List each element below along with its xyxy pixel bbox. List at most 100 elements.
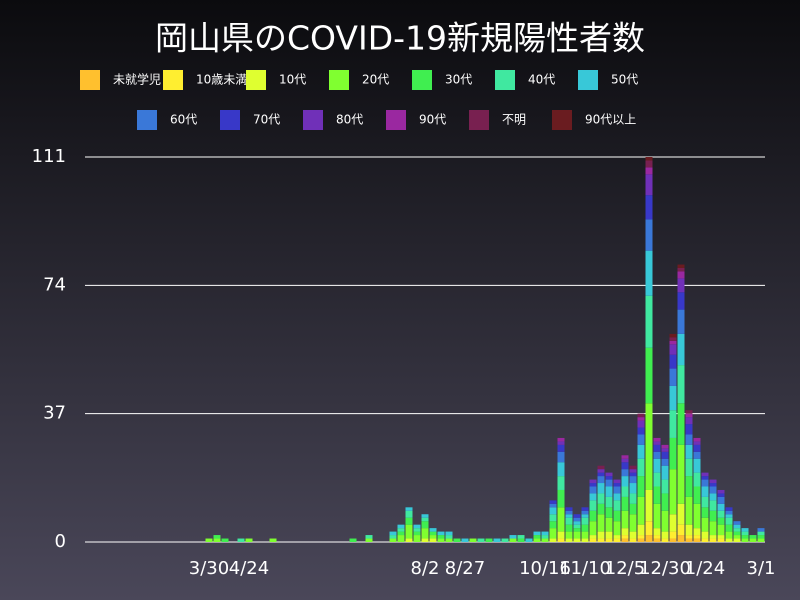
bar-segment [725, 538, 733, 542]
bar-segment [621, 476, 629, 487]
x-tick-label: 8/2 [411, 558, 440, 579]
bar-segment [733, 531, 741, 536]
bar-segment [581, 507, 589, 511]
bar-segment [597, 476, 605, 484]
bar-segment [669, 385, 677, 411]
bar-segment [717, 496, 725, 504]
bar-segment [653, 486, 661, 504]
bar-segment [733, 524, 741, 529]
x-tick-label: 8/27 [445, 558, 485, 579]
bar-segment [661, 444, 669, 449]
bar-segment [677, 503, 685, 525]
bar-segment [637, 427, 645, 435]
bar-segment [725, 531, 733, 539]
bar-segment [549, 521, 557, 529]
bar-segment [653, 458, 661, 473]
bar-segment [581, 524, 589, 532]
bar-segment [453, 538, 461, 542]
bar-segment [741, 528, 749, 532]
bar-segment [557, 437, 565, 442]
bar-segment [581, 538, 589, 542]
bar-segment [565, 524, 573, 532]
bar-segment [709, 483, 717, 487]
x-tick-label: 4/24 [229, 558, 269, 579]
legend-label: 20代 [362, 73, 389, 87]
bar-segment [429, 535, 437, 539]
bar-segment [677, 267, 685, 272]
bar-segment [597, 514, 605, 532]
bar-segment [757, 538, 765, 542]
bar-segment [565, 538, 573, 542]
bar-segment [741, 531, 749, 536]
bar-segment [549, 500, 557, 504]
bar-segment [621, 510, 629, 529]
bar-segment [637, 417, 645, 421]
bar-segment [589, 486, 597, 494]
bar-segment [677, 292, 685, 310]
bar-segment [493, 538, 501, 542]
bar-segment [661, 538, 669, 542]
bar-segment [621, 496, 629, 511]
bar-segment [693, 528, 701, 536]
legend-label: 70代 [253, 113, 280, 127]
bar-segment [613, 479, 621, 484]
bar-segment [605, 486, 613, 497]
bar-segment [669, 437, 677, 470]
bar-segment [605, 476, 613, 480]
legend-swatch [386, 110, 406, 130]
bar-segment [365, 538, 373, 542]
bar-segment [405, 524, 413, 539]
bar-segment [645, 195, 653, 220]
bar-segment [669, 410, 677, 438]
bar-segment [645, 160, 653, 168]
bar-segment [669, 531, 677, 539]
bar-segment [757, 531, 765, 536]
bar-segment [557, 507, 565, 532]
bar-segment [645, 521, 653, 536]
bar-segment [405, 538, 413, 542]
bar-segment [757, 535, 765, 539]
bar-segment [669, 538, 677, 542]
bar-segment [685, 538, 693, 542]
bar-segment [605, 496, 613, 508]
legend-label: 30代 [445, 73, 472, 87]
bar-segment [389, 538, 397, 542]
bar-segment [597, 493, 605, 504]
legend-label: 90代 [419, 113, 446, 127]
bar-segment [733, 521, 741, 525]
bar-segment [629, 472, 637, 477]
bar-segment [597, 472, 605, 477]
bar-segment [725, 507, 733, 511]
legend-swatch [137, 110, 157, 130]
x-tick-label: 12/30 [639, 558, 691, 579]
legend-swatch [80, 70, 100, 90]
legend-label: 10代 [279, 73, 306, 87]
legend-label: 40代 [528, 73, 555, 87]
bar-segment [701, 476, 709, 480]
bar-segment [653, 538, 661, 542]
bar-segment [605, 507, 613, 518]
bar-segment [637, 434, 645, 445]
y-tick-label: 37 [43, 403, 66, 424]
bar-segment [709, 538, 717, 542]
bar-segment [589, 493, 597, 501]
bar-segment [557, 476, 565, 490]
bar-segment [669, 368, 677, 386]
bar-segment [677, 271, 685, 279]
bar-segment [709, 521, 717, 536]
bar-segment [637, 538, 645, 542]
bar-segment [573, 514, 581, 518]
bar-segment [709, 535, 717, 539]
bar-segment [749, 538, 757, 542]
bar-segment [629, 465, 637, 470]
bar-segment [733, 528, 741, 532]
bar-segment [565, 517, 573, 525]
bar-segment [661, 531, 669, 539]
bar-segment [741, 535, 749, 539]
bar-segment [541, 531, 549, 536]
bar-segment [677, 444, 685, 504]
bar-segment [421, 517, 429, 522]
bar-segment [557, 538, 565, 542]
y-tick-label: 0 [55, 531, 66, 552]
